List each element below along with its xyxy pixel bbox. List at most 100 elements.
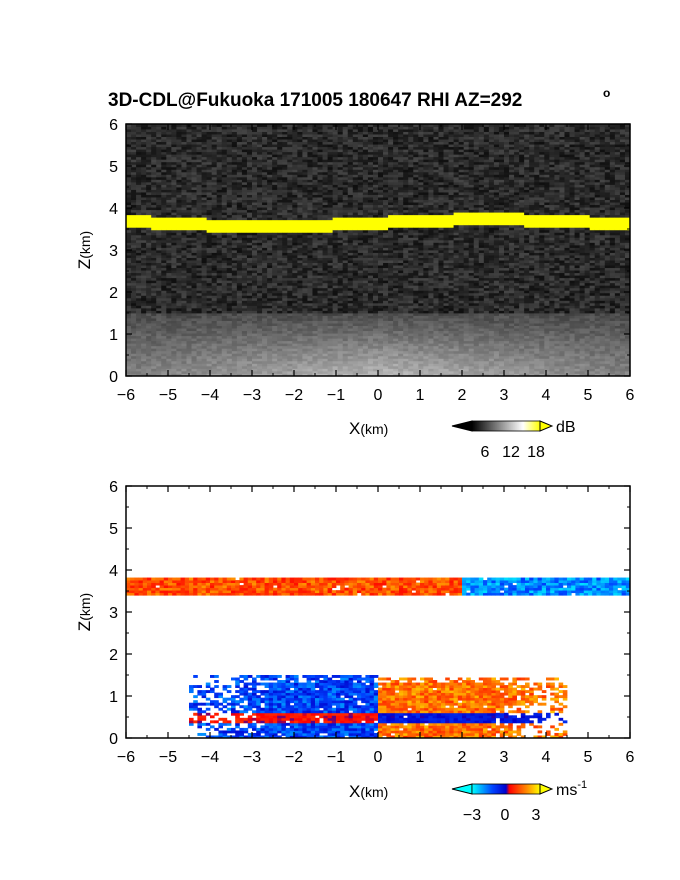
backscatter-cell xyxy=(226,204,233,208)
backscatter-cell xyxy=(201,207,208,211)
backscatter-cell xyxy=(136,154,142,158)
backscatter-cell xyxy=(191,204,197,208)
backscatter-cell xyxy=(136,247,142,251)
backscatter-cell xyxy=(176,146,182,150)
backscatter-cell xyxy=(342,310,349,314)
backscatter-cell xyxy=(216,345,223,349)
backscatter-cell xyxy=(362,129,369,132)
backscatter-cell xyxy=(236,315,243,319)
backscatter-cell xyxy=(327,257,334,261)
backscatter-cell xyxy=(292,229,298,233)
backscatter-cell xyxy=(126,287,132,291)
backscatter-cell xyxy=(357,166,364,170)
backscatter-cell xyxy=(241,360,248,364)
backscatter-cell xyxy=(186,335,192,339)
backscatter-cell xyxy=(131,255,137,258)
backscatter-cell xyxy=(292,224,298,228)
backscatter-cell xyxy=(362,214,369,218)
backscatter-cell xyxy=(327,310,334,314)
backscatter-cell xyxy=(347,260,354,263)
backscatter-cell xyxy=(211,207,218,211)
backscatter-cell xyxy=(141,300,147,304)
backscatter-cell xyxy=(257,164,263,168)
backscatter-cell xyxy=(347,171,354,175)
backscatter-cell xyxy=(362,197,369,200)
backscatter-cell xyxy=(257,181,263,185)
backscatter-cell xyxy=(372,265,379,269)
backscatter-cell xyxy=(201,222,208,226)
backscatter-cell xyxy=(126,360,132,364)
backscatter-cell xyxy=(146,139,152,143)
backscatter-cell xyxy=(367,313,374,316)
backscatter-cell xyxy=(292,239,298,243)
backscatter-cell xyxy=(186,355,192,359)
backscatter-cell xyxy=(221,174,228,178)
backscatter-cell xyxy=(327,219,334,223)
backscatter-cell xyxy=(357,260,364,263)
backscatter-cell xyxy=(287,131,293,135)
backscatter-cell xyxy=(292,255,298,258)
backscatter-cell xyxy=(307,194,313,198)
backscatter-cell xyxy=(186,285,192,289)
backscatter-cell xyxy=(367,149,374,153)
backscatter-cell xyxy=(226,229,233,233)
backscatter-cell xyxy=(161,232,167,236)
backscatter-cell xyxy=(262,325,268,329)
backscatter-cell xyxy=(236,285,243,289)
backscatter-cell xyxy=(312,325,318,329)
backscatter-cell xyxy=(257,257,263,261)
backscatter-cell xyxy=(347,234,354,238)
backscatter-cell xyxy=(292,139,298,143)
backscatter-cell xyxy=(191,207,197,211)
backscatter-cell xyxy=(191,144,197,148)
backscatter-cell xyxy=(181,166,187,170)
backscatter-cell xyxy=(372,237,379,241)
backscatter-cell xyxy=(262,212,268,216)
backscatter-cell xyxy=(161,187,167,190)
backscatter-cell xyxy=(211,335,218,339)
backscatter-cell xyxy=(337,217,344,221)
backscatter-cell xyxy=(327,335,334,339)
backscatter-cell xyxy=(161,313,167,316)
backscatter-cell xyxy=(252,239,258,243)
backscatter-cell xyxy=(236,169,243,173)
backscatter-cell xyxy=(191,171,197,175)
backscatter-cell xyxy=(342,353,349,357)
backscatter-cell xyxy=(236,325,243,329)
backscatter-cell xyxy=(317,239,323,243)
backscatter-cell xyxy=(196,124,202,127)
backscatter-cell xyxy=(322,328,328,332)
backscatter-cell xyxy=(277,227,283,231)
backscatter-cell xyxy=(236,287,243,291)
backscatter-cell xyxy=(257,330,263,334)
backscatter-cell xyxy=(206,169,213,173)
backscatter-cell xyxy=(272,239,278,243)
backscatter-cell xyxy=(257,232,263,236)
backscatter-cell xyxy=(322,340,328,344)
backscatter-cell xyxy=(231,338,238,342)
backscatter-cell xyxy=(302,126,308,130)
backscatter-cell xyxy=(186,277,192,281)
backscatter-cell xyxy=(151,373,157,377)
backscatter-cell xyxy=(241,194,248,198)
backscatter-cell xyxy=(156,320,162,324)
backscatter-cell xyxy=(146,164,152,168)
backscatter-cell xyxy=(332,146,339,150)
backscatter-cell xyxy=(312,285,318,289)
backscatter-cell xyxy=(252,199,258,203)
backscatter-cell xyxy=(221,282,228,286)
backscatter-cell xyxy=(146,295,152,299)
backscatter-cell xyxy=(342,358,349,362)
backscatter-cell xyxy=(246,166,253,170)
backscatter-cell xyxy=(287,360,293,364)
backscatter-cell xyxy=(211,204,218,208)
backscatter-cell xyxy=(257,234,263,238)
backscatter-cell xyxy=(352,141,359,145)
backscatter-cell xyxy=(181,307,187,311)
backscatter-cell xyxy=(216,302,223,306)
backscatter-cell xyxy=(176,234,182,238)
backscatter-cell xyxy=(347,328,354,332)
backscatter-cell xyxy=(357,270,364,274)
backscatter-cell xyxy=(206,181,213,185)
backscatter-cell xyxy=(151,297,157,301)
